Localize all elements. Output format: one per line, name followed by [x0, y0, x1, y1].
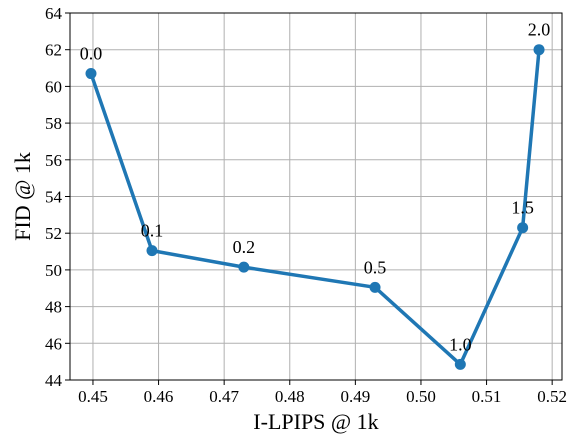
y-axis-title: FID @ 1k [10, 152, 35, 241]
x-tick-label: 0.47 [209, 387, 239, 406]
point-label: 2.0 [528, 20, 551, 40]
data-point [85, 68, 97, 80]
point-label: 0.0 [80, 44, 103, 64]
data-point [533, 44, 545, 56]
data-point [517, 222, 529, 234]
x-tick-label: 0.46 [144, 387, 174, 406]
x-tick-label: 0.48 [275, 387, 305, 406]
x-tick-label: 0.50 [406, 387, 436, 406]
point-label: 0.5 [364, 257, 387, 277]
y-tick-label: 64 [45, 4, 63, 23]
point-label: 1.0 [449, 334, 472, 354]
x-tick-label: 0.49 [340, 387, 370, 406]
y-tick-label: 60 [45, 77, 62, 96]
y-tick-label: 46 [45, 334, 62, 353]
data-point [369, 281, 381, 293]
point-label: 1.5 [511, 198, 534, 218]
y-tick-label: 44 [45, 371, 63, 390]
y-tick-label: 58 [45, 114, 62, 133]
y-axis-ticks: 44 46 48 50 52 54 56 58 60 62 64 [45, 4, 70, 390]
y-tick-label: 50 [45, 261, 62, 280]
data-point [454, 358, 466, 370]
x-axis-ticks: 0.45 0.46 0.47 0.48 0.49 0.50 0.51 0.52 [78, 380, 567, 406]
data-point [238, 261, 250, 273]
series [85, 44, 545, 370]
data-point [146, 245, 158, 257]
y-tick-label: 54 [45, 188, 63, 207]
y-tick-label: 52 [45, 224, 62, 243]
grid [70, 12, 562, 381]
x-tick-label: 0.51 [472, 387, 502, 406]
x-tick-label: 0.52 [537, 387, 567, 406]
x-axis-title: I-LPIPS @ 1k [253, 409, 378, 434]
point-labels: 0.0 0.1 0.2 0.5 1.0 1.5 2.0 [80, 20, 551, 355]
y-tick-label: 56 [45, 151, 62, 170]
y-tick-label: 48 [45, 298, 62, 317]
point-label: 0.2 [233, 237, 256, 257]
point-label: 0.1 [141, 221, 164, 241]
x-tick-label: 0.45 [78, 387, 108, 406]
y-tick-label: 62 [45, 41, 62, 60]
